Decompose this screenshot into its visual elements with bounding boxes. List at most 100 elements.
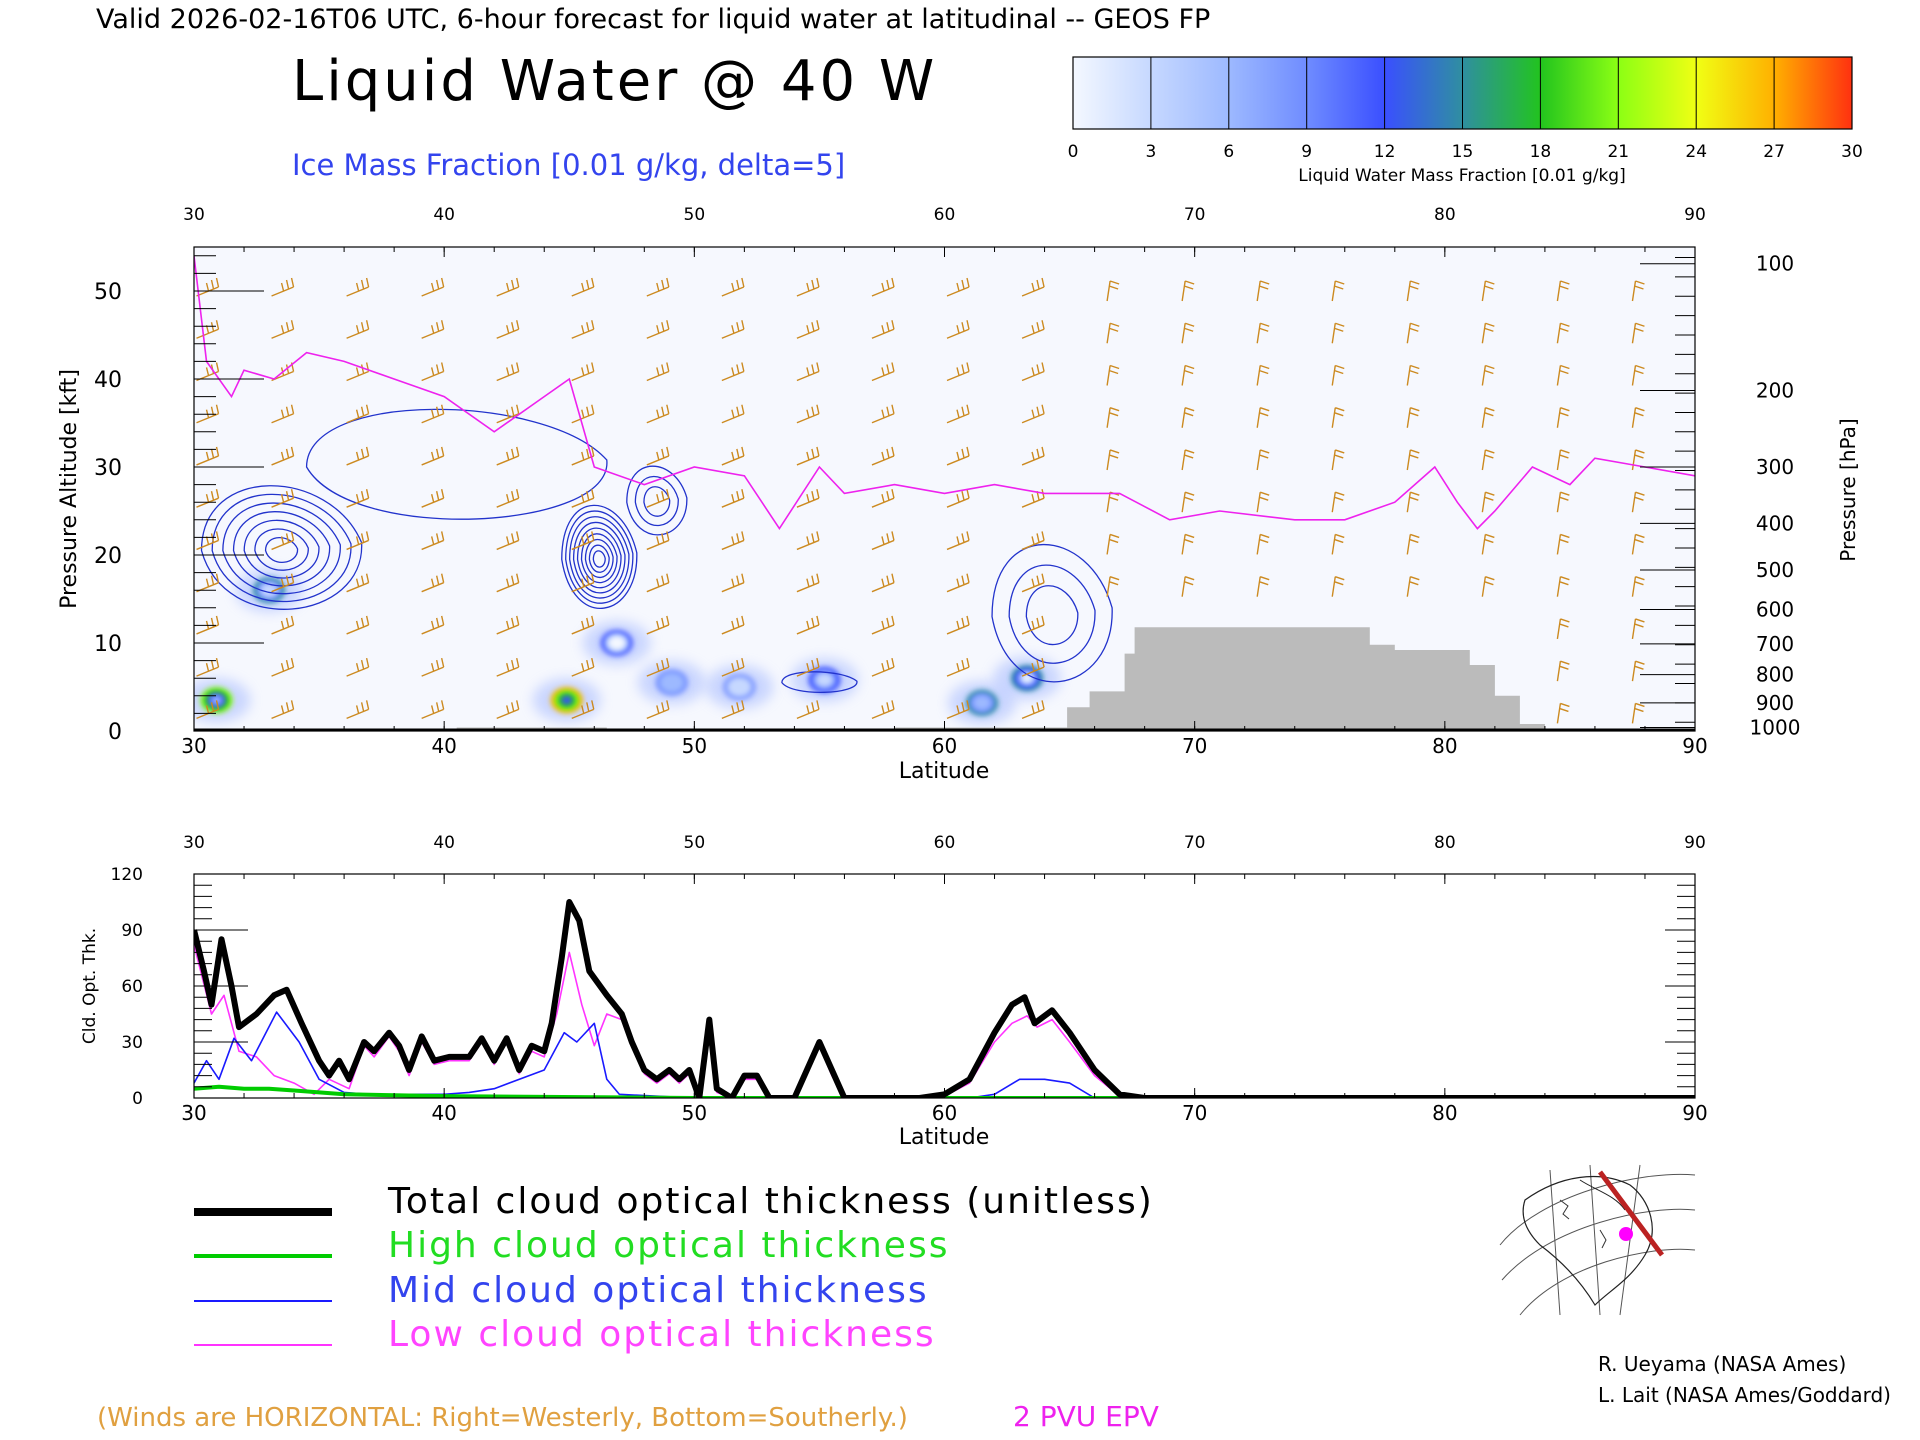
location-marker <box>1619 1227 1633 1241</box>
colorbar-tick-label: 6 <box>1223 142 1234 162</box>
wind-barb <box>1481 322 1495 344</box>
bottom-xlabel: Latitude <box>899 1125 990 1150</box>
wind-barb <box>646 531 670 551</box>
wind-barb <box>346 446 370 466</box>
wind-barb <box>1556 576 1570 597</box>
wind-barb <box>871 531 895 551</box>
ice-contour <box>561 504 638 609</box>
wind-barb <box>721 658 745 677</box>
bottom-plot-background <box>194 874 1695 1098</box>
top-y-tick-label: 50 <box>94 280 122 305</box>
liquid-water-blob <box>211 695 223 705</box>
wind-barb <box>1021 362 1045 382</box>
wind-barb <box>1631 449 1645 471</box>
pressure-tick-label: 100 <box>1756 252 1794 276</box>
wind-barb <box>1181 280 1195 302</box>
top-y-tick-label: 0 <box>108 720 122 745</box>
wind-barb <box>1406 280 1420 302</box>
wind-barb <box>346 700 370 720</box>
wind-barb <box>346 362 370 382</box>
wind-barb <box>496 362 520 382</box>
wind-barb <box>1631 280 1645 302</box>
wind-barb <box>271 700 295 720</box>
main-title: Liquid Water @ 40 W <box>292 49 937 114</box>
wind-barb <box>1181 407 1195 428</box>
wind-barb <box>1256 533 1270 555</box>
liquid-water-cross-section: 3030404050506060707080809090010203040501… <box>57 205 1860 784</box>
wind-barb <box>721 277 745 297</box>
series-line-high <box>194 1084 1695 1098</box>
valid-line: Valid 2026-02-16T06 UTC, 6-hour forecast… <box>96 4 1210 35</box>
bottom-x-tick-label: 90 <box>1682 1101 1707 1125</box>
wind-barb <box>271 489 295 508</box>
top-x-tick-label-upper: 60 <box>934 205 956 225</box>
wind-barb <box>1631 491 1645 513</box>
top-y2label: Pressure [hPa] <box>1836 418 1860 561</box>
colorbar-segment <box>1462 57 1541 129</box>
wind-barb <box>946 277 970 297</box>
legend-label-low: Low cloud optical thickness <box>388 1314 936 1355</box>
wind-barb <box>796 362 820 382</box>
bottom-x-tick-label: 40 <box>431 1101 456 1125</box>
ice-contour <box>568 516 630 599</box>
wind-barb <box>871 320 895 339</box>
wind-barb <box>946 489 970 508</box>
wind-barb <box>271 658 295 677</box>
wind-barb <box>271 404 295 424</box>
wind-barb <box>1106 533 1120 555</box>
wind-barb <box>1106 449 1120 471</box>
wind-barb <box>1556 660 1570 682</box>
top-x-tick-label: 30 <box>181 734 206 758</box>
wind-barb <box>946 658 970 677</box>
ice-contour <box>211 493 352 603</box>
wind-barb <box>871 615 895 635</box>
wind-barb <box>1021 277 1045 297</box>
wind-barb <box>196 531 220 551</box>
wind-barb <box>646 404 670 424</box>
wind-barb <box>796 320 820 339</box>
wind-barb <box>496 700 520 720</box>
cross-section-track <box>1597 1170 1665 1257</box>
terrain <box>194 627 1695 731</box>
series-line-mid <box>194 1011 1695 1098</box>
colorbar-segment <box>1073 57 1152 129</box>
wind-barb <box>1481 576 1495 597</box>
top-x-tick-label: 50 <box>682 734 707 758</box>
wind-barb <box>496 277 520 297</box>
wind-barb <box>421 446 445 466</box>
wind-barb <box>571 658 595 677</box>
wind-barb <box>421 531 445 551</box>
wind-barb <box>796 658 820 677</box>
top-ylabel: Pressure Altitude [kft] <box>57 369 82 609</box>
bottom-x-tick-label-upper: 90 <box>1684 833 1706 853</box>
bottom-y-tick-label: 60 <box>121 977 143 997</box>
bottom-x-tick-label: 70 <box>1182 1101 1207 1125</box>
colorbar-tick-label: 15 <box>1452 142 1474 162</box>
wind-barb <box>1406 449 1420 471</box>
bottom-x-tick-label-upper: 70 <box>1184 833 1206 853</box>
wind-barb <box>721 489 745 508</box>
wind-barb <box>421 404 445 424</box>
wind-barb <box>421 573 445 593</box>
wind-barb <box>421 320 445 339</box>
wind-barb <box>346 658 370 677</box>
cloud-optical-thickness-chart: 30 30 40 40 50 50 60 60 70 70 80 80 90 90 0 30 60 90 120 L… <box>80 833 1708 1150</box>
top-x-tick-label-upper: 50 <box>684 205 706 225</box>
wind-barb <box>646 658 670 677</box>
wind-barb <box>1481 449 1495 471</box>
wind-barb <box>1631 364 1645 386</box>
wind-barb <box>871 362 895 382</box>
colorbar-label: Liquid Water Mass Fraction [0.01 g/kg] <box>1298 166 1625 186</box>
wind-barb <box>346 277 370 297</box>
pressure-tick-label: 700 <box>1756 632 1794 656</box>
top-x-tick-label: 60 <box>932 734 957 758</box>
wind-barb <box>1481 491 1495 513</box>
wind-barb <box>496 489 520 508</box>
bottom-y-tick-label: 120 <box>111 865 143 885</box>
legend-label-mid: Mid cloud optical thickness <box>388 1270 929 1311</box>
wind-barb <box>571 362 595 382</box>
colorbar: 0 3 6 9 12 15 18 21 24 27 30 <box>1068 56 1863 162</box>
liquid-water-blob <box>726 677 752 697</box>
wind-barb <box>1021 700 1045 720</box>
